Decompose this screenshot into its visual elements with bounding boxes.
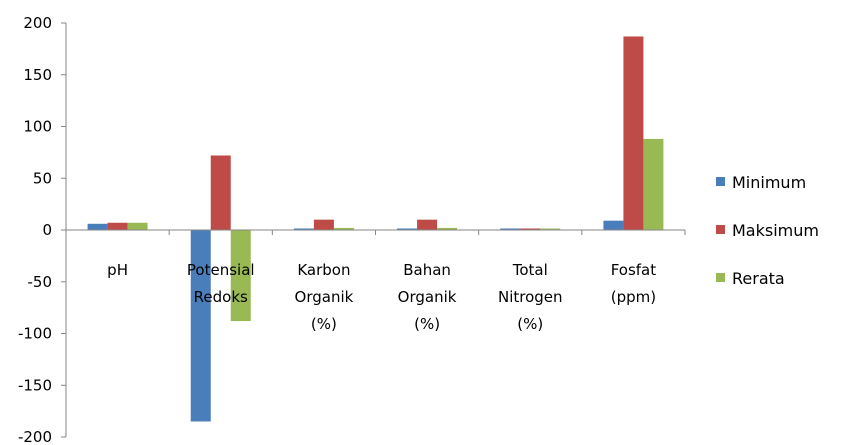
- bar-minimum: [190, 230, 211, 422]
- x-category-label: Organik: [295, 288, 354, 306]
- legend: Minimum Maksimum Rerata: [716, 173, 819, 288]
- y-tick-label: 50: [33, 169, 52, 187]
- bar-maksimum: [520, 228, 541, 230]
- bar-minimum: [397, 228, 418, 230]
- y-tick-label: -50: [28, 273, 53, 291]
- bar-rerata: [540, 228, 561, 230]
- y-tick-label: 100: [23, 118, 52, 136]
- bar-maksimum: [107, 222, 128, 230]
- y-tick-label: 150: [23, 66, 52, 84]
- bar-minimum: [87, 223, 108, 230]
- y-axis: 200 150 100 50 0 -50 -100 -150 -200: [18, 14, 67, 445]
- x-category-label: Total: [512, 261, 548, 279]
- x-category-label: Redoks: [194, 288, 248, 306]
- bar-rerata: [333, 227, 354, 230]
- bars: [87, 36, 664, 422]
- legend-label: Rerata: [732, 269, 785, 288]
- category-labels: pH Potensial Redoks Karbon Organik (%) Bahan Or…: [107, 261, 656, 333]
- legend-swatch-minimum: [716, 177, 725, 186]
- bar-rerata: [643, 138, 664, 230]
- x-category-label: Nitrogen: [498, 288, 563, 306]
- legend-label: Maksimum: [732, 221, 819, 240]
- x-category-label: (%): [414, 315, 440, 333]
- legend-swatch-rerata: [716, 273, 725, 282]
- y-tick-label: -200: [18, 428, 52, 445]
- bar-minimum: [603, 220, 624, 230]
- bar-rerata: [437, 227, 458, 230]
- x-category-label: (ppm): [611, 288, 656, 306]
- bar-minimum: [500, 228, 521, 230]
- x-axis: [65, 229, 686, 235]
- x-category-label: (%): [517, 315, 543, 333]
- x-category-label: pH: [107, 261, 128, 279]
- legend-label: Minimum: [732, 173, 806, 192]
- y-tick-label: -150: [18, 376, 52, 394]
- x-category-label: Organik: [398, 288, 457, 306]
- bar-maksimum: [210, 155, 231, 230]
- bar-minimum: [293, 228, 314, 230]
- y-tick-label: -100: [18, 325, 52, 343]
- x-category-label: Bahan: [403, 261, 451, 279]
- x-category-label: Potensial: [187, 261, 255, 279]
- bar-rerata: [127, 222, 148, 230]
- x-category-label: Fosfat: [611, 261, 657, 279]
- legend-swatch-maksimum: [716, 225, 725, 234]
- bar-maksimum: [417, 219, 438, 230]
- x-category-label: Karbon: [297, 261, 350, 279]
- y-tick-label: 0: [42, 221, 52, 239]
- y-tick-label: 200: [23, 14, 52, 32]
- x-category-label: (%): [311, 315, 337, 333]
- bar-maksimum: [313, 219, 334, 230]
- bar-maksimum: [623, 36, 644, 230]
- bar-rerata: [230, 230, 251, 322]
